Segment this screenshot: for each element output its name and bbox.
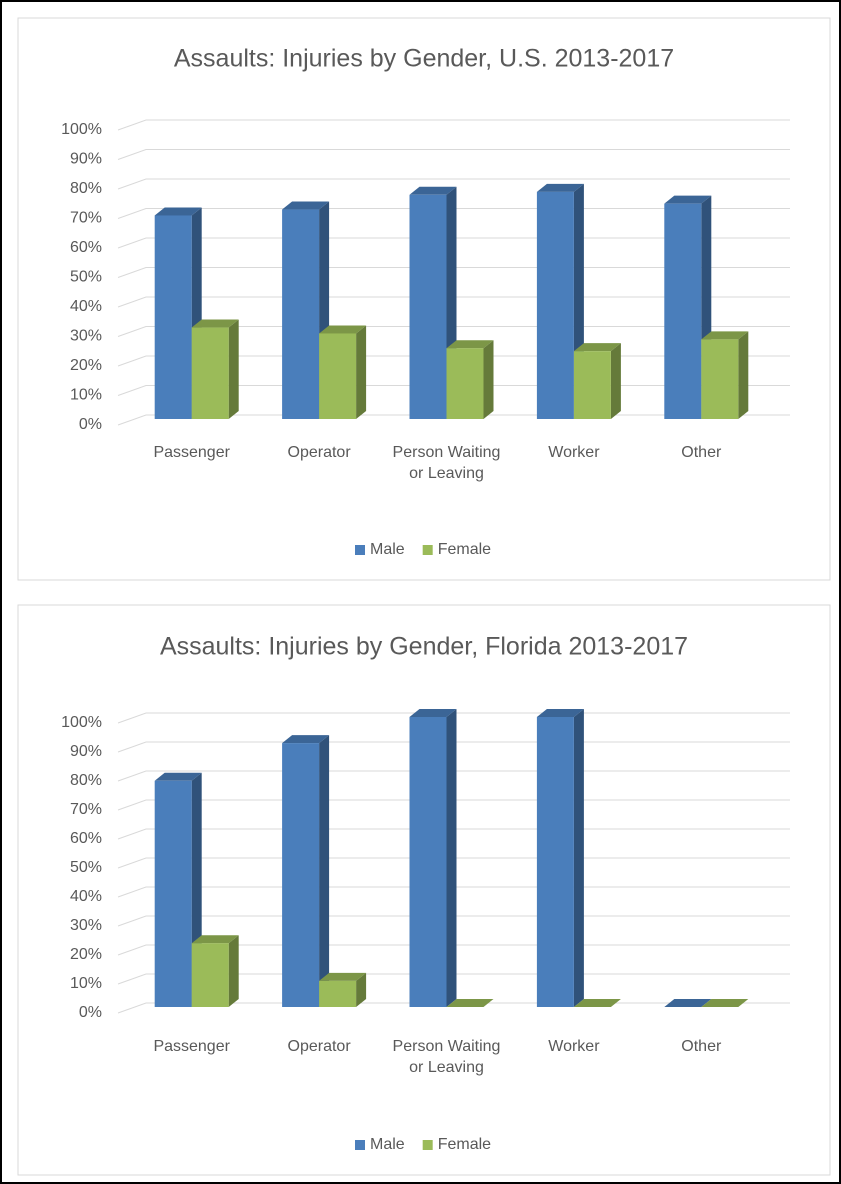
y-tick-label: 60% (70, 830, 102, 847)
bar-side (573, 709, 584, 1007)
bar (446, 348, 484, 419)
bar-top (282, 201, 330, 210)
legend-swatch (355, 545, 365, 555)
x-tick-label: Operator (287, 1038, 351, 1055)
bar-top (664, 195, 712, 204)
bar-top (664, 999, 712, 1007)
x-tick-label: Operator (287, 444, 351, 461)
bar-side (319, 735, 330, 1007)
bar-top (446, 340, 494, 349)
legend-label: Female (438, 1136, 491, 1153)
x-tick-label: Passenger (153, 444, 230, 461)
bar-top (319, 325, 367, 334)
x-tick-label: Worker (548, 1038, 600, 1055)
legend-label: Male (370, 541, 405, 558)
y-tick-label: 80% (70, 180, 102, 197)
y-tick-label: 0% (79, 416, 102, 433)
bar-top (536, 709, 584, 717)
y-tick-label: 50% (70, 859, 102, 876)
y-tick-label: 80% (70, 772, 102, 789)
chart-title: Assaults: Injuries by Gender, Florida 20… (160, 633, 688, 661)
y-tick-label: 40% (70, 298, 102, 315)
bar-top (319, 972, 367, 981)
bar-top (409, 709, 457, 717)
x-tick-label: Passenger (153, 1038, 230, 1055)
y-tick-label: 70% (70, 801, 102, 818)
bar-side (228, 319, 239, 419)
y-tick-label: 10% (70, 975, 102, 992)
bar-top (409, 186, 457, 195)
bar (536, 717, 574, 1007)
bar (319, 333, 357, 419)
x-tick-label: Other (681, 1038, 722, 1055)
legend-label: Female (438, 541, 491, 558)
bar-side (610, 343, 621, 419)
bar-side (356, 325, 367, 419)
bar-top (573, 999, 621, 1007)
bar-side (228, 935, 239, 1007)
bar-top (191, 319, 239, 328)
y-tick-label: 50% (70, 269, 102, 286)
y-tick-label: 30% (70, 917, 102, 934)
grid-line (117, 149, 790, 160)
bar-top (573, 343, 621, 352)
y-tick-label: 0% (79, 1004, 102, 1021)
grid-line (117, 178, 790, 190)
x-tick-label: Person Waiting or Leaving (392, 444, 501, 482)
bar (701, 339, 739, 419)
legend-label: Male (370, 1136, 405, 1153)
y-tick-label: 60% (70, 239, 102, 256)
bar-top (191, 935, 239, 944)
bar-side (356, 972, 367, 1007)
y-tick-label: 90% (70, 151, 102, 168)
bar-top (282, 735, 330, 744)
bar (154, 780, 192, 1007)
bar (191, 943, 229, 1007)
y-tick-label: 10% (70, 387, 102, 404)
x-tick-label: Other (681, 444, 722, 461)
bar (319, 980, 357, 1007)
bar (573, 351, 611, 419)
legend-swatch (355, 1140, 365, 1150)
x-tick-label: Person Waiting or Leaving (392, 1038, 501, 1076)
bar-top (701, 331, 749, 340)
bar-top (154, 207, 202, 216)
bar-top (446, 999, 494, 1007)
bar (191, 327, 229, 419)
y-tick-label: 20% (70, 357, 102, 374)
bar-side (446, 709, 457, 1007)
bar (409, 194, 447, 419)
bar (664, 203, 702, 419)
bar (536, 191, 574, 419)
bar (409, 717, 447, 1007)
bar-top (536, 183, 584, 192)
y-tick-label: 40% (70, 888, 102, 905)
x-tick-label: Worker (548, 444, 600, 461)
chart-title: Assaults: Injuries by Gender, U.S. 2013-… (174, 45, 674, 73)
bar (282, 743, 320, 1007)
y-tick-label: 20% (70, 946, 102, 963)
y-tick-label: 70% (70, 210, 102, 227)
bar (282, 209, 320, 419)
legend-swatch (422, 1140, 433, 1150)
bar-side (483, 340, 494, 419)
y-tick-label: 100% (61, 121, 102, 138)
legend-swatch (422, 545, 433, 555)
y-tick-label: 30% (70, 328, 102, 345)
y-tick-label: 90% (70, 743, 102, 760)
bar-top (701, 999, 749, 1007)
y-tick-label: 100% (61, 714, 102, 731)
bar (154, 215, 192, 419)
grid-line (117, 119, 790, 131)
bar-side (738, 331, 749, 419)
bar-top (154, 772, 202, 781)
